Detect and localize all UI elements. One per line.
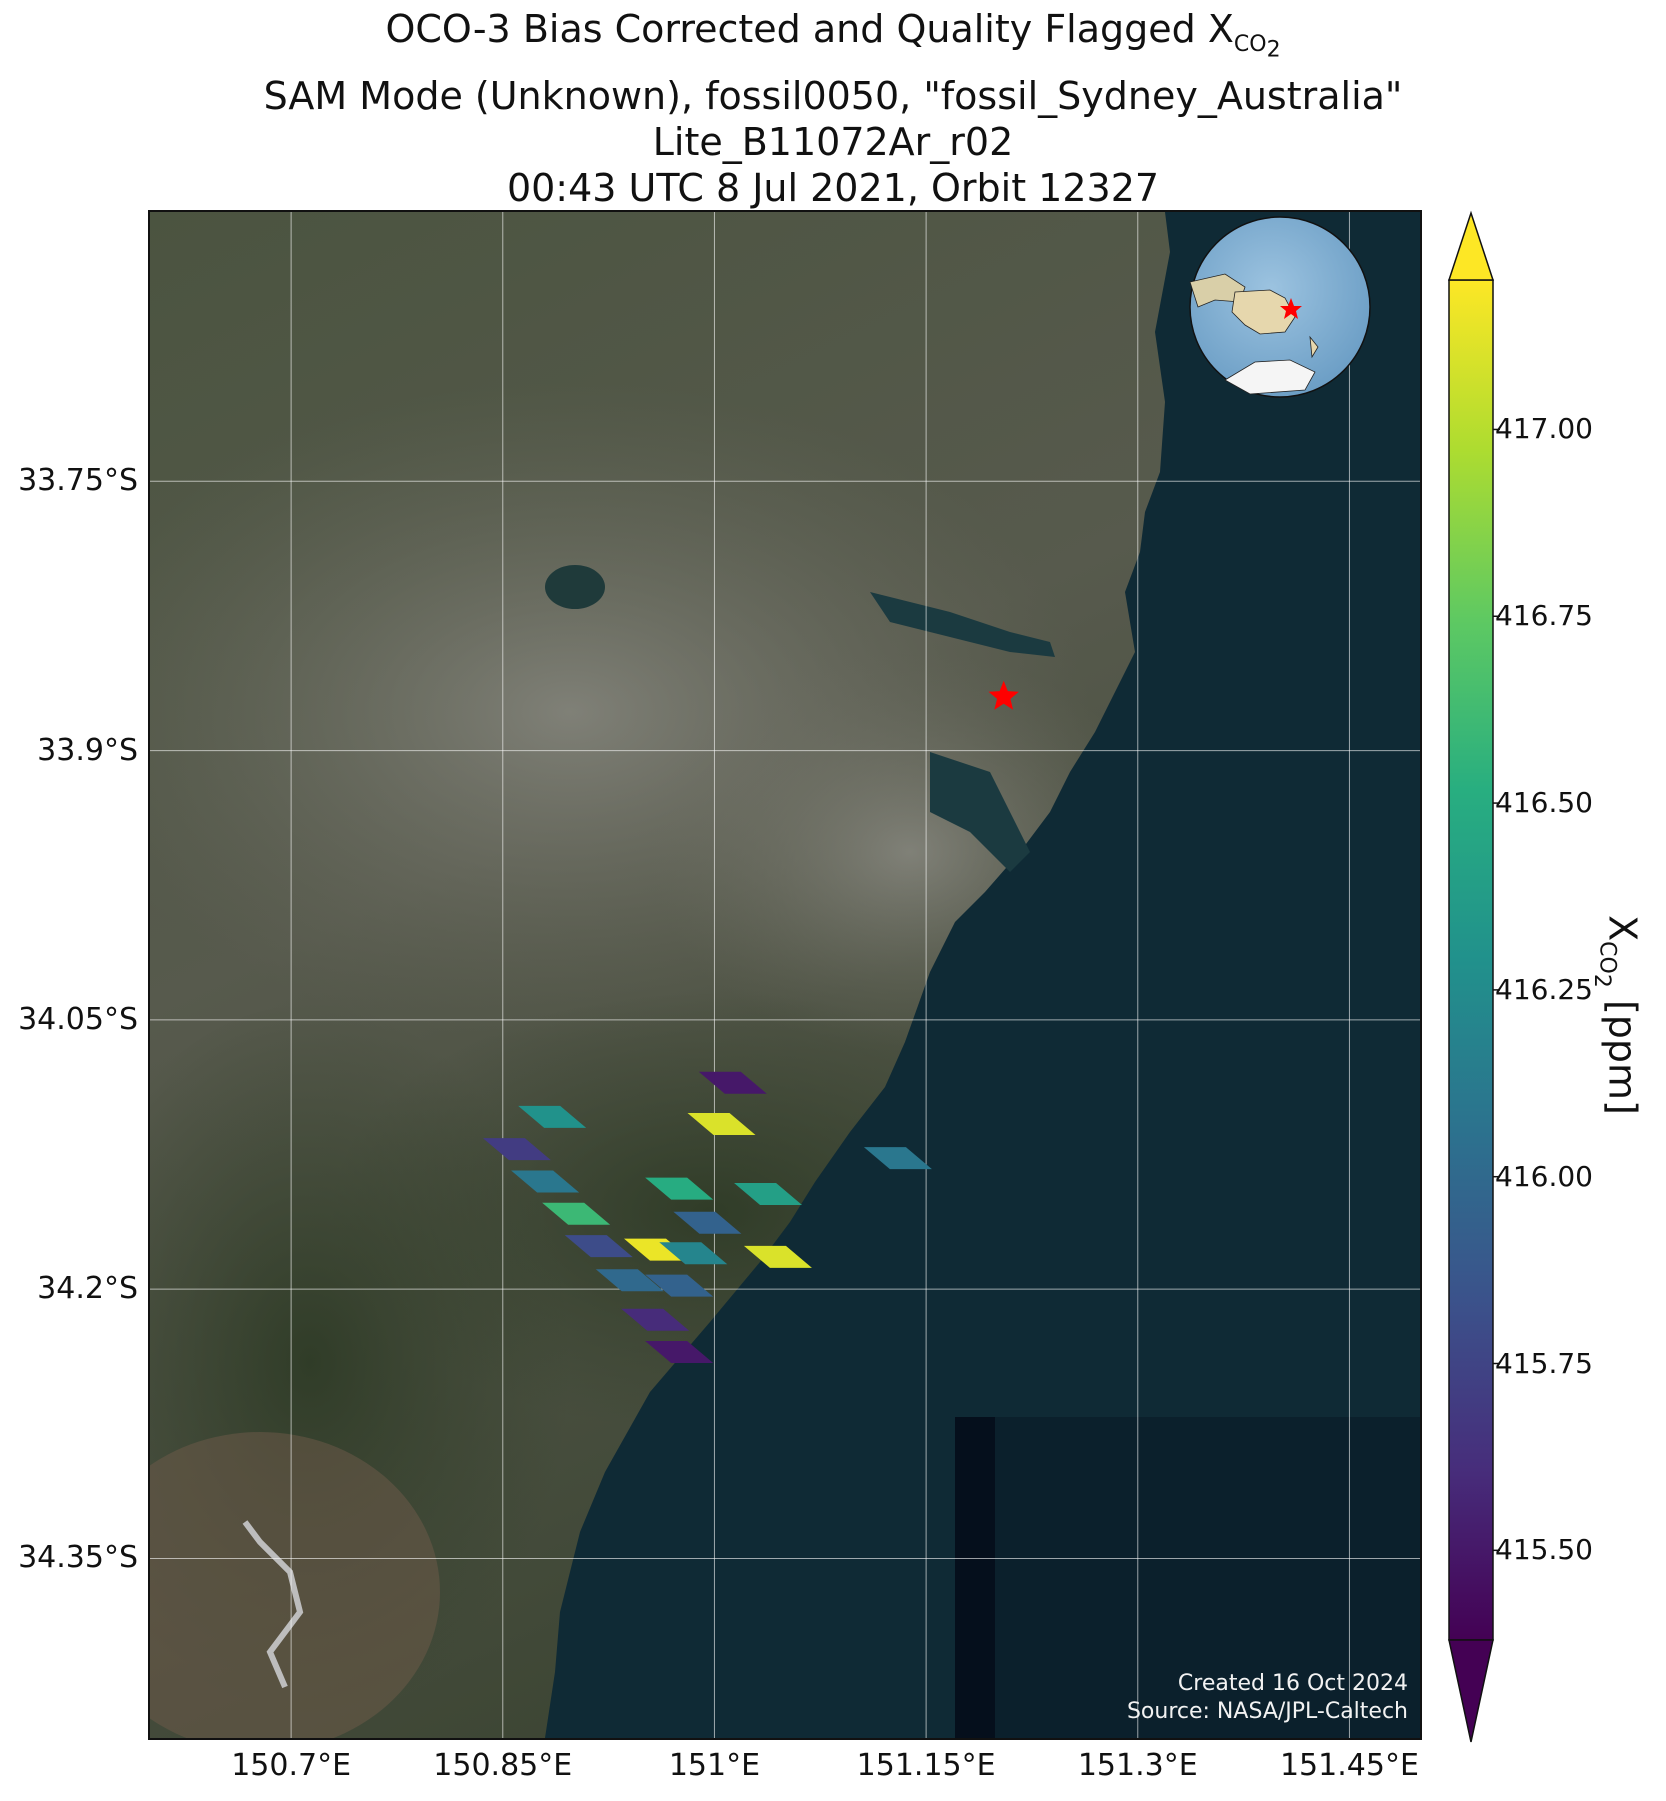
site-marker (988, 680, 1019, 710)
colorbar-tick-label: 416.00 (1495, 1159, 1593, 1193)
sounding-footprint (673, 1211, 742, 1234)
globe-new-zealand (1309, 335, 1319, 359)
sounding-footprint (687, 1113, 756, 1136)
colorbar-tick-label: 416.50 (1495, 786, 1593, 820)
title-line-4: 00:43 UTC 8 Jul 2021, Orbit 12327 (506, 165, 1160, 210)
colorbar-label: XCO2 [ppm] (1589, 915, 1645, 1115)
sounding-footprint (542, 1202, 611, 1225)
x-tick-label: 150.85°E (433, 1748, 573, 1783)
sounding-footprint (595, 1269, 664, 1292)
sydney-harbour (870, 592, 1055, 657)
lat-lon-gridlines (150, 212, 1420, 1738)
colorbar-tick-label: 416.25 (1495, 972, 1593, 1006)
sounding-footprint (645, 1341, 714, 1364)
colorbar-tick-label: 415.75 (1495, 1346, 1593, 1380)
xco2-soundings (482, 1071, 932, 1364)
y-tick-label: 34.2°S (37, 1271, 138, 1307)
sounding-footprint (645, 1274, 714, 1297)
botany-bay (930, 752, 1030, 872)
colorbar-tick-label: 416.75 (1495, 599, 1593, 633)
sounding-footprint (621, 1308, 690, 1331)
colorbar-extend-min (1448, 1639, 1494, 1743)
image-tile-edge (955, 1417, 995, 1738)
colorbar-extend-max (1447, 210, 1495, 281)
title-line-1: OCO-3 Bias Corrected and Quality Flagged… (385, 7, 1281, 62)
globe-site-star-icon (1280, 298, 1302, 319)
x-tick-label: 151.45°E (1279, 1748, 1419, 1783)
image-tile-patch (955, 1417, 1420, 1738)
sounding-footprint (863, 1147, 932, 1170)
title-line-3: Lite_B11072Ar_r02 (652, 119, 1014, 164)
sounding-footprint (482, 1138, 551, 1161)
lake-burragorang (242, 1520, 304, 1689)
credit-created: Created 16 Oct 2024 (1177, 1671, 1408, 1696)
site-star-icon (988, 680, 1019, 710)
sounding-footprint (698, 1071, 767, 1094)
credit-source: Source: NASA/JPL-Caltech (1126, 1699, 1408, 1724)
x-tick-label: 151°E (668, 1748, 761, 1783)
y-tick-label: 34.05°S (18, 1001, 138, 1037)
globe-inset (1189, 216, 1371, 398)
colorbar-body (1448, 279, 1494, 1641)
colorbar-tick-label: 417.00 (1495, 412, 1593, 446)
sounding-footprint (659, 1242, 728, 1265)
y-tick-label: 33.9°S (37, 732, 138, 768)
credit-text: Created 16 Oct 2024 Source: NASA/JPL-Cal… (1127, 1670, 1408, 1726)
y-tick-label: 33.75°S (18, 463, 138, 499)
globe-antarctica (1224, 359, 1316, 395)
y-tick-label: 34.35°S (18, 1540, 138, 1576)
sounding-footprint (564, 1235, 633, 1258)
globe-australia (1231, 289, 1296, 335)
x-tick-label: 151.3°E (1077, 1748, 1198, 1783)
x-tick-label: 150.7°E (231, 1748, 352, 1783)
sounding-footprint (511, 1170, 580, 1193)
colorbar-tick-label: 415.50 (1495, 1533, 1593, 1567)
sounding-footprint (645, 1177, 714, 1200)
sounding-footprint (743, 1245, 812, 1268)
sounding-footprint (734, 1183, 803, 1206)
tasman-sea (545, 212, 1420, 1738)
map-canvas (150, 212, 1420, 1738)
map-panel[interactable]: Created 16 Oct 2024 Source: NASA/JPL-Cal… (148, 210, 1422, 1740)
x-tick-label: 151.15°E (856, 1748, 996, 1783)
reservoir (545, 565, 605, 609)
title-line-2: SAM Mode (Unknown), fossil0050, "fossil_… (263, 73, 1403, 118)
title-block: OCO-3 Bias Corrected and Quality Flagged… (0, 6, 1666, 211)
sounding-footprint (518, 1105, 587, 1128)
